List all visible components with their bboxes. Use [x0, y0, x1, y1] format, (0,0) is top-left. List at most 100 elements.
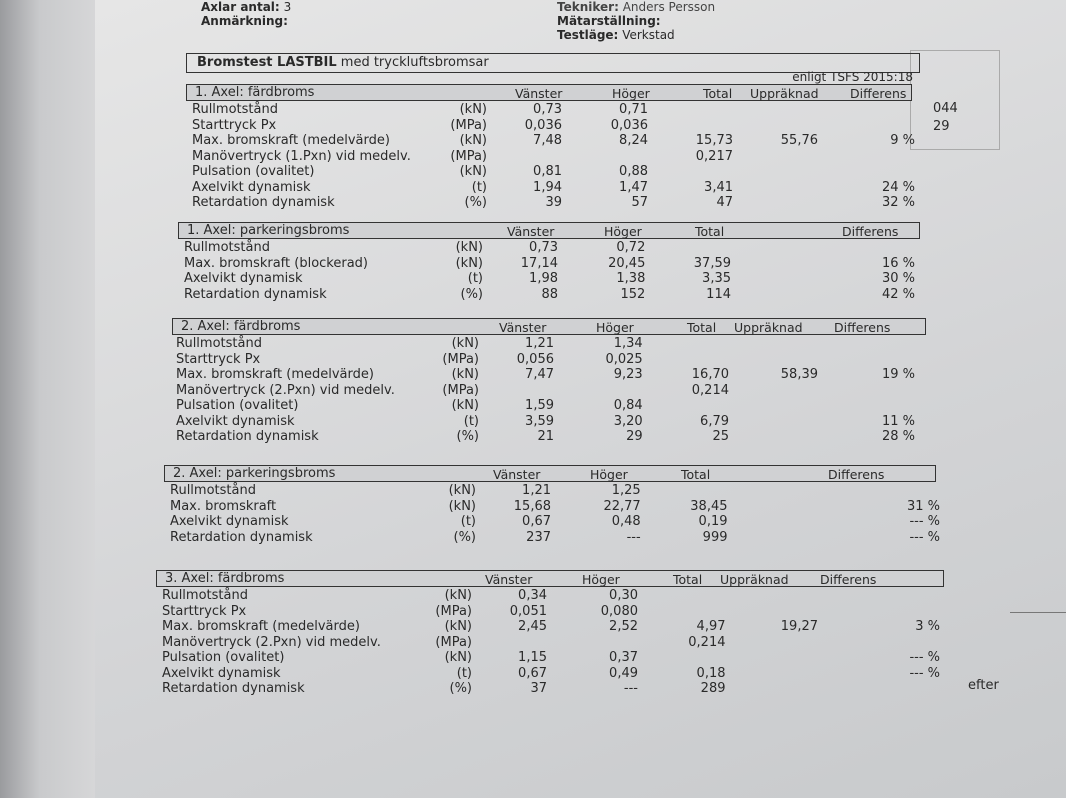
row-label: Retardation dynamisk [162, 681, 305, 696]
column-header-total: Total [681, 467, 711, 482]
section-header: 2. Axel: parkeringsbroms [164, 465, 936, 482]
value-left: 88 [541, 286, 558, 302]
value-total: 16,70 [691, 367, 729, 382]
row-unit: (t) [460, 514, 476, 529]
table-row: Pulsation (ovalitet) (kN) 1,15 0,37 --- … [0, 650, 1066, 666]
column-header-total: Total [703, 86, 733, 101]
standard-label: enligt TSFS 2015:18 [792, 70, 913, 84]
column-header-diff: Differens [834, 320, 891, 335]
side-panel-text: 044 [933, 101, 958, 116]
value-total: 114 [706, 286, 731, 302]
value-total: 37,59 [693, 255, 731, 271]
value-right: 57 [631, 195, 648, 210]
value-left: 1,98 [529, 271, 558, 286]
row-unit: (t) [463, 413, 479, 429]
table-row: Rullmotstånd (kN) 1,21 1,34 [0, 336, 1066, 352]
value-right: 0,48 [611, 514, 641, 529]
row-unit: (MPa) [435, 634, 472, 650]
section-title: 3. Axel: färdbroms [165, 571, 285, 586]
row-unit: (kN) [444, 588, 472, 603]
table-row: Axelvikt dynamisk (t) 1,94 1,47 3,41 24 … [0, 180, 1066, 196]
value-right: 2,52 [609, 619, 638, 634]
table-row: Starttryck Px (MPa) 0,051 0,080 [0, 604, 1066, 620]
column-header-total: Total [687, 320, 717, 335]
value-diff: 24 % [881, 179, 915, 195]
value-right: 1,34 [613, 336, 643, 351]
row-unit: (kN) [444, 619, 472, 634]
value-left: 0,81 [533, 164, 562, 179]
value-left: 1,94 [533, 179, 562, 195]
column-header-left: Vänster [507, 224, 555, 239]
value-total: 15,73 [695, 133, 733, 148]
row-label: Retardation dynamisk [184, 286, 327, 302]
document-page [95, 0, 1066, 798]
value-diff: 16 % [881, 255, 915, 271]
column-header-diff: Differens [850, 86, 907, 101]
footnote: efter [968, 678, 999, 693]
table-row: Manövertryck (2.Pxn) vid medelv. (MPa) 0… [0, 635, 1066, 651]
value-right: 1,25 [611, 483, 641, 498]
table-row: Pulsation (ovalitet) (kN) 0,81 0,88 [0, 164, 1066, 180]
row-label: Rullmotstånd [170, 483, 256, 498]
table-row: Axelvikt dynamisk (t) 3,59 3,20 6,79 11 … [0, 414, 1066, 430]
value-right: 0,30 [609, 588, 638, 603]
value-left: 0,67 [518, 665, 547, 681]
value-right: 9,23 [613, 367, 643, 382]
column-header-right: Höger [590, 467, 628, 482]
value-total: 0,18 [696, 665, 726, 681]
column-header-left: Vänster [515, 86, 563, 101]
row-label: Pulsation (ovalitet) [192, 164, 315, 179]
value-right: 29 [626, 429, 643, 444]
row-label: Retardation dynamisk [192, 195, 335, 210]
row-label: Axelvikt dynamisk [192, 179, 311, 195]
table-row: Rullmotstånd (kN) 0,73 0,72 [0, 240, 1066, 256]
value-right: 0,49 [609, 665, 638, 681]
value-diff: 32 % [881, 195, 915, 210]
value-diff: --- % [909, 529, 940, 545]
value-right: 8,24 [619, 133, 648, 148]
table-row: Max. bromskraft (blockerad) (kN) 17,14 2… [0, 256, 1066, 272]
row-unit: (kN) [455, 255, 483, 271]
table-row: Retardation dynamisk (%) 21 29 25 28 % [0, 429, 1066, 445]
row-unit: (MPa) [442, 351, 479, 367]
value-left: 0,036 [524, 117, 562, 133]
row-unit: (MPa) [442, 382, 479, 398]
table-row: Starttryck Px (MPa) 0,036 0,036 [0, 118, 1066, 134]
value-right: 20,45 [608, 255, 646, 271]
value-left: 37 [530, 681, 547, 696]
section-header: 3. Axel: färdbroms [156, 570, 944, 587]
row-label: Max. bromskraft (medelvärde) [176, 367, 374, 382]
value-left: 1,21 [522, 483, 551, 498]
table-row: Axelvikt dynamisk (t) 1,98 1,38 3,35 30 … [0, 271, 1066, 287]
value-diff: --- % [909, 665, 940, 681]
row-label: Max. bromskraft (blockerad) [184, 255, 368, 271]
row-label: Rullmotstånd [192, 102, 278, 117]
row-label: Starttryck Px [176, 351, 261, 367]
table-row: Max. bromskraft (medelvärde) (kN) 7,47 9… [0, 367, 1066, 383]
row-label: Axelvikt dynamisk [162, 665, 281, 681]
row-label: Max. bromskraft [170, 498, 277, 514]
column-header-diff: Differens [820, 572, 877, 587]
row-unit: (kN) [459, 102, 487, 117]
column-header-upp: Uppräknad [750, 86, 819, 101]
column-header-left: Vänster [493, 467, 541, 482]
value-left: 7,48 [533, 133, 562, 148]
value-upp: 19,27 [780, 619, 818, 634]
table-row: Starttryck Px (MPa) 0,056 0,025 [0, 352, 1066, 368]
value-right: 0,71 [619, 102, 648, 117]
value-left: 0,67 [522, 514, 551, 529]
table-row: Max. bromskraft (medelvärde) (kN) 7,48 8… [0, 133, 1066, 149]
value-total: 4,97 [696, 619, 726, 634]
table-row: Rullmotstånd (kN) 0,34 0,30 [0, 588, 1066, 604]
column-header-left: Vänster [499, 320, 547, 335]
row-label: Manövertryck (2.Pxn) vid medelv. [176, 382, 395, 398]
column-header-left: Vänster [485, 572, 533, 587]
row-label: Axelvikt dynamisk [170, 514, 289, 529]
column-header-total: Total [673, 572, 703, 587]
value-left: 0,34 [518, 588, 547, 603]
column-header-upp: Uppräknad [734, 320, 803, 335]
row-label: Axelvikt dynamisk [176, 413, 295, 429]
table-row: Manövertryck (2.Pxn) vid medelv. (MPa) 0… [0, 383, 1066, 399]
value-left: 1,21 [525, 336, 554, 351]
row-unit: (kN) [451, 398, 479, 413]
